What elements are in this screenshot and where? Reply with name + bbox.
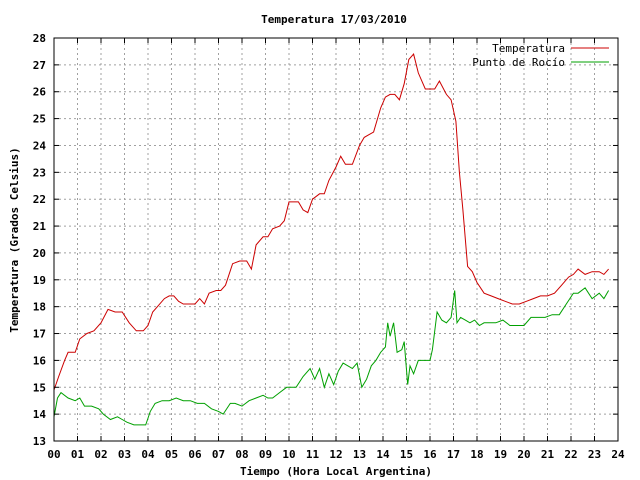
- x-axis-label: Tiempo (Hora Local Argentina): [240, 465, 432, 478]
- x-tick-label: 13: [353, 448, 366, 461]
- x-tick-label: 00: [47, 448, 60, 461]
- series-group: [53, 53, 610, 426]
- y-tick-label: 16: [33, 354, 47, 367]
- y-tick-label: 15: [33, 381, 46, 394]
- x-tick-label: 14: [376, 448, 390, 461]
- y-tick-label: 27: [33, 59, 46, 72]
- y-tick-label: 19: [33, 274, 46, 287]
- x-tick-label: 22: [564, 448, 577, 461]
- y-axis-label: Temperatura (Grados Celsius): [8, 147, 21, 332]
- y-tick-label: 21: [33, 220, 47, 233]
- y-axis: 13 14 15 16 17 18 19 20 21 22 23 24 25 26 27 28: [33, 32, 618, 448]
- x-axis: 00 01 02 03 04 05 06 07 08 09 10 11 12 13 14 15 16 17 18 19…: [47, 38, 625, 461]
- grid: [54, 38, 618, 441]
- series-line-temperatura: [53, 53, 609, 391]
- y-tick-label: 26: [33, 86, 47, 99]
- x-tick-label: 24: [611, 448, 625, 461]
- x-tick-label: 02: [94, 448, 107, 461]
- y-tick-label: 23: [33, 166, 46, 179]
- x-tick-label: 10: [282, 448, 295, 461]
- x-tick-label: 09: [259, 448, 272, 461]
- x-tick-label: 17: [447, 448, 460, 461]
- x-tick-label: 08: [235, 448, 248, 461]
- y-tick-label: 14: [33, 408, 47, 421]
- chart-title: Temperatura 17/03/2010: [261, 13, 407, 26]
- x-tick-label: 19: [494, 448, 507, 461]
- legend-label: Temperatura: [492, 42, 565, 55]
- x-tick-label: 20: [517, 448, 530, 461]
- x-tick-label: 23: [588, 448, 601, 461]
- y-tick-label: 22: [33, 193, 46, 206]
- x-tick-label: 03: [118, 448, 131, 461]
- x-tick-label: 01: [71, 448, 85, 461]
- y-tick-label: 17: [33, 328, 46, 341]
- x-tick-label: 21: [541, 448, 555, 461]
- y-tick-label: 25: [33, 113, 46, 126]
- x-tick-label: 16: [423, 448, 437, 461]
- y-tick-label: 13: [33, 435, 46, 448]
- y-tick-label: 24: [33, 139, 47, 152]
- x-tick-label: 11: [306, 448, 320, 461]
- x-tick-label: 18: [470, 448, 483, 461]
- y-tick-label: 20: [33, 247, 46, 260]
- legend-label: Punto de Rocío: [472, 56, 565, 69]
- x-tick-label: 05: [165, 448, 178, 461]
- x-tick-label: 07: [212, 448, 225, 461]
- x-tick-label: 04: [141, 448, 155, 461]
- x-tick-label: 12: [329, 448, 342, 461]
- x-tick-label: 15: [400, 448, 413, 461]
- series-line-punto-de-rocio: [53, 287, 610, 426]
- x-tick-label: 06: [188, 448, 202, 461]
- y-tick-label: 18: [33, 301, 46, 314]
- y-tick-label: 28: [33, 32, 46, 45]
